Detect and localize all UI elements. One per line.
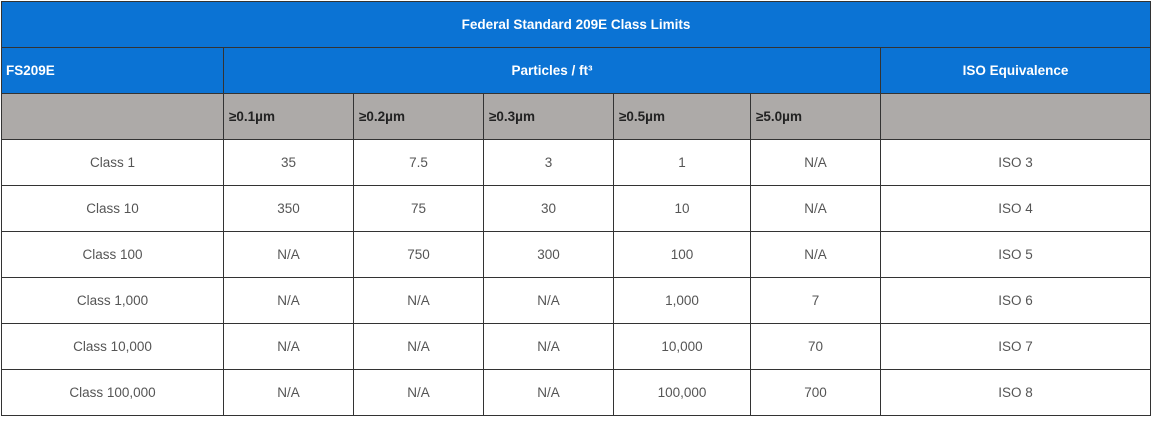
count-cell: N/A bbox=[353, 277, 484, 324]
table-row: Class 10 350 75 30 10 N/A ISO 4 bbox=[1, 185, 1151, 232]
count-cell: 70 bbox=[750, 323, 881, 370]
count-cell: 35 bbox=[223, 139, 354, 186]
count-cell: N/A bbox=[353, 323, 484, 370]
count-cell: 1,000 bbox=[613, 277, 751, 324]
count-cell: 7 bbox=[750, 277, 881, 324]
iso-cell: ISO 5 bbox=[879, 231, 1151, 278]
count-cell: N/A bbox=[223, 231, 354, 278]
class-cell: Class 10 bbox=[1, 185, 224, 232]
table-row: Class 10,000 N/A N/A N/A 10,000 70 ISO 7 bbox=[1, 323, 1151, 370]
table-row: Class 100,000 N/A N/A N/A 100,000 700 IS… bbox=[1, 369, 1151, 416]
count-cell: 30 bbox=[483, 185, 614, 232]
table-row: Class 1,000 N/A N/A N/A 1,000 7 ISO 6 bbox=[1, 277, 1151, 324]
table-row: Class 1 35 7.5 3 1 N/A ISO 3 bbox=[1, 139, 1151, 186]
iso-cell: ISO 7 bbox=[879, 323, 1151, 370]
size-header-0-2: ≥0.2µm bbox=[353, 93, 484, 140]
count-cell: N/A bbox=[223, 323, 354, 370]
count-cell: 10,000 bbox=[613, 323, 751, 370]
class-cell: Class 1,000 bbox=[1, 277, 224, 324]
count-cell: N/A bbox=[750, 139, 881, 186]
size-header-0-1: ≥0.1µm bbox=[223, 93, 354, 140]
count-cell: N/A bbox=[353, 369, 484, 416]
class-cell: Class 100 bbox=[1, 231, 224, 278]
count-cell: 7.5 bbox=[353, 139, 484, 186]
count-cell: 700 bbox=[750, 369, 881, 416]
size-header-5-0: ≥5.0µm bbox=[750, 93, 881, 140]
class-cell: Class 10,000 bbox=[1, 323, 224, 370]
size-header-iso-blank bbox=[879, 93, 1151, 140]
count-cell: 750 bbox=[353, 231, 484, 278]
count-cell: 10 bbox=[613, 185, 751, 232]
size-header-0-3: ≥0.3µm bbox=[483, 93, 614, 140]
iso-cell: ISO 8 bbox=[879, 369, 1151, 416]
size-header-0-5: ≥0.5µm bbox=[613, 93, 751, 140]
count-cell: N/A bbox=[223, 369, 354, 416]
count-cell: N/A bbox=[750, 185, 881, 232]
iso-cell: ISO 6 bbox=[879, 277, 1151, 324]
size-header-blank bbox=[1, 93, 224, 140]
iso-cell: ISO 3 bbox=[879, 139, 1151, 186]
count-cell: 3 bbox=[483, 139, 614, 186]
count-cell: N/A bbox=[223, 277, 354, 324]
header-fs209e: FS209E bbox=[1, 47, 224, 94]
count-cell: N/A bbox=[483, 277, 614, 324]
header-iso-equivalence: ISO Equivalence bbox=[879, 47, 1151, 94]
table-row: Class 100 N/A 750 300 100 N/A ISO 5 bbox=[1, 231, 1151, 278]
count-cell: N/A bbox=[483, 323, 614, 370]
count-cell: 350 bbox=[223, 185, 354, 232]
count-cell: N/A bbox=[483, 369, 614, 416]
header-particles: Particles / ft³ bbox=[223, 47, 881, 94]
particle-size-row: ≥0.1µm ≥0.2µm ≥0.3µm ≥0.5µm ≥5.0µm bbox=[1, 93, 1151, 140]
table-title-row: Federal Standard 209E Class Limits bbox=[0, 1, 1151, 48]
class-cell: Class 1 bbox=[1, 139, 224, 186]
class-cell: Class 100,000 bbox=[1, 369, 224, 416]
count-cell: 300 bbox=[483, 231, 614, 278]
count-cell: 1 bbox=[613, 139, 751, 186]
count-cell: N/A bbox=[750, 231, 881, 278]
count-cell: 100 bbox=[613, 231, 751, 278]
table-title: Federal Standard 209E Class Limits bbox=[0, 1, 1151, 48]
iso-cell: ISO 4 bbox=[879, 185, 1151, 232]
table-header-row: FS209E Particles / ft³ ISO Equivalence bbox=[1, 47, 1151, 94]
count-cell: 100,000 bbox=[613, 369, 751, 416]
count-cell: 75 bbox=[353, 185, 484, 232]
